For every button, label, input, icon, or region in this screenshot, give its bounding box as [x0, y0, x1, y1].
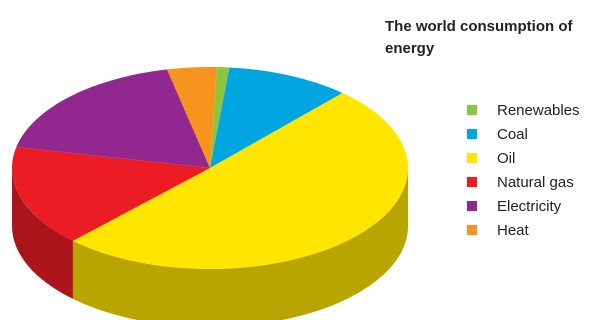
legend-item-coal: Coal — [467, 122, 580, 146]
pie-slice-heat — [166, 66, 217, 168]
legend-item-natural-gas: Natural gas — [467, 170, 580, 194]
legend-label: Natural gas — [497, 173, 574, 191]
pie-side-natural-gas — [12, 168, 73, 299]
pie-top-slices — [11, 66, 409, 270]
legend-swatch-coal — [467, 129, 477, 139]
pie-slice-oil — [72, 92, 409, 270]
legend-label: Heat — [497, 221, 529, 239]
pie-side-walls — [12, 168, 408, 320]
legend-item-oil: Oil — [467, 146, 580, 170]
pie-side-oil — [72, 168, 408, 320]
legend-item-electricity: Electricity — [467, 194, 580, 218]
pie-slice-coal — [210, 67, 343, 168]
legend-swatch-heat — [467, 225, 477, 235]
legend-label: Renewables — [497, 101, 580, 119]
legend: Renewables Coal Oil Natural gas Electricity H… — [467, 98, 580, 242]
legend-swatch-natural-gas — [467, 177, 477, 187]
legend-swatch-oil — [467, 153, 477, 163]
chart-title: The world consumption of energy — [385, 18, 573, 57]
legend-label: Electricity — [497, 197, 562, 215]
legend-label: Oil — [497, 149, 516, 167]
legend-label: Coal — [497, 125, 528, 143]
pie-slice-electricity — [16, 69, 210, 168]
pie-slice-renewables — [210, 67, 230, 168]
legend-item-heat: Heat — [467, 218, 580, 242]
pie-slice-natural-gas — [11, 147, 210, 241]
legend-item-renewables: Renewables — [467, 98, 580, 122]
legend-swatch-electricity — [467, 201, 477, 211]
legend-swatch-renewables — [467, 105, 477, 115]
